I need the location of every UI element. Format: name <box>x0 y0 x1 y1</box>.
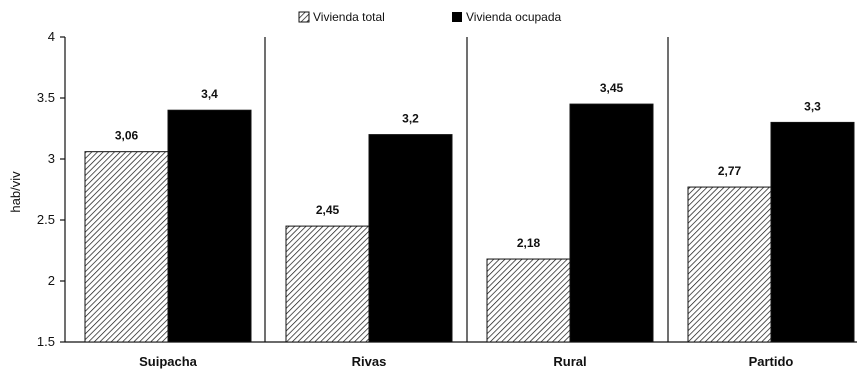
data-label: 3,3 <box>804 99 821 113</box>
data-label: 2,18 <box>517 236 541 250</box>
category-label-partido: Partido <box>749 354 794 369</box>
category-labels: Suipacha Rivas Rural Partido <box>139 354 793 369</box>
bars <box>84 103 855 343</box>
legend-swatch-vivienda-total <box>298 11 310 23</box>
bar-vivienda-ocupada-rural <box>569 103 654 343</box>
legend-swatch-vivienda-ocupada <box>452 12 462 22</box>
panel-separators <box>264 37 669 342</box>
legend-label-vivienda-total: Vivienda total <box>313 10 385 24</box>
y-tick-label: 2 <box>48 273 55 288</box>
data-label: 2,77 <box>718 164 742 178</box>
category-label-rural: Rural <box>553 354 586 369</box>
legend-label-vivienda-ocupada: Vivienda ocupada <box>466 10 562 24</box>
data-label: 3,45 <box>600 81 624 95</box>
category-label-suipacha: Suipacha <box>139 354 198 369</box>
bar-vivienda-total-suipacha <box>84 151 169 343</box>
category-label-rivas: Rivas <box>352 354 387 369</box>
bar-vivienda-ocupada-suipacha <box>167 109 252 343</box>
y-tick-label: 3.5 <box>37 90 55 105</box>
y-tick-label: 4 <box>48 29 55 44</box>
data-label: 2,45 <box>316 203 340 217</box>
y-tick-label: 1.5 <box>37 334 55 349</box>
y-axis-title: hab/viv <box>8 171 23 213</box>
y-tick-label: 2.5 <box>37 212 55 227</box>
bar-vivienda-ocupada-partido <box>770 121 855 343</box>
bar-vivienda-total-rural <box>486 258 571 343</box>
y-tick-label: 3 <box>48 151 55 166</box>
data-labels: 3,06 3,4 2,45 3,2 2,18 3,45 2,77 3,3 <box>115 81 821 250</box>
data-label: 3,06 <box>115 129 139 143</box>
data-label: 3,2 <box>402 112 419 126</box>
data-label: 3,4 <box>201 87 218 101</box>
legend: Vivienda total Vivienda ocupada <box>298 10 562 24</box>
bar-vivienda-total-rivas <box>285 225 370 343</box>
bar-vivienda-total-partido <box>687 186 772 343</box>
bar-vivienda-ocupada-rivas <box>368 134 453 343</box>
